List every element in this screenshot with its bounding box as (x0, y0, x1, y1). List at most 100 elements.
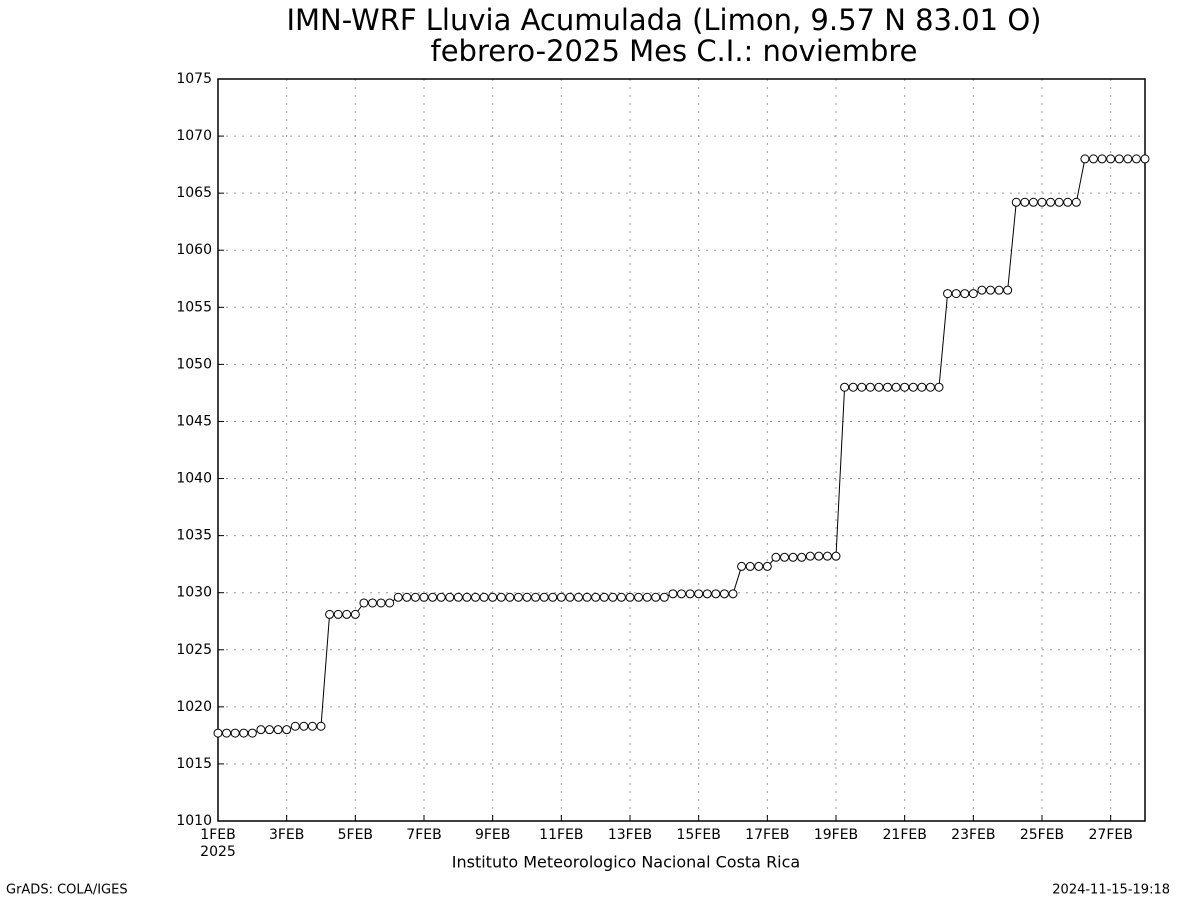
x-tick-label: 5FEB (338, 827, 373, 843)
data-point (230, 728, 240, 738)
data-point (728, 589, 738, 599)
data-point (591, 592, 601, 602)
data-point (574, 592, 583, 602)
data-point (908, 382, 918, 392)
y-tick-label: 1045 (176, 413, 212, 429)
data-point (1123, 154, 1133, 164)
data-point (522, 592, 532, 602)
data-point (788, 552, 798, 562)
data-point (1054, 197, 1064, 207)
data-point (513, 592, 523, 602)
data-point (1011, 197, 1021, 207)
data-point (805, 551, 815, 561)
data-point (797, 552, 807, 562)
data-point (342, 609, 352, 619)
data-point (865, 382, 875, 392)
data-point (1046, 197, 1056, 207)
data-point (239, 728, 249, 738)
x-tick-label: 7FEB (406, 827, 441, 843)
data-point (1003, 285, 1013, 295)
data-point (599, 592, 609, 602)
data-point (814, 551, 824, 561)
data-point (385, 598, 395, 608)
data-point (737, 561, 747, 571)
y-tick-label: 1065 (176, 185, 212, 201)
x-tick-label: 17FEB (745, 827, 789, 843)
series-line (218, 158, 1145, 734)
data-point (883, 382, 892, 392)
y-tick-label: 1010 (176, 813, 212, 829)
data-point (496, 592, 506, 602)
data-point (771, 552, 781, 562)
data-point (934, 382, 944, 392)
data-point (325, 609, 335, 619)
data-point (642, 592, 652, 602)
y-tick-label: 1060 (176, 242, 212, 258)
data-point (1071, 197, 1081, 207)
data-point (1106, 154, 1116, 164)
data-point (410, 592, 420, 602)
data-point (436, 592, 446, 602)
data-point (840, 382, 850, 392)
y-tick-label: 1035 (176, 528, 212, 544)
data-point (694, 589, 704, 599)
data-point (213, 728, 223, 738)
x-tick-label: 15FEB (677, 827, 721, 843)
data-point (419, 592, 429, 602)
data-point (453, 592, 463, 602)
data-point (256, 725, 266, 735)
y-tick-label: 1030 (176, 585, 212, 601)
data-point (1140, 154, 1150, 164)
footer: Instituto Meteorologico Nacional Costa R… (452, 853, 800, 872)
data-point (445, 592, 455, 602)
y-tick-label: 1075 (176, 71, 212, 87)
data-point (831, 551, 841, 561)
data-point (1089, 154, 1098, 164)
data-point (977, 285, 987, 295)
chart-title: IMN-WRF Lluvia Acumulada (Limon, 9.57 N … (286, 3, 1041, 37)
data-point (282, 725, 292, 735)
data-point (462, 592, 472, 602)
data-point (1097, 154, 1107, 164)
data-point (222, 728, 232, 738)
data-point (1114, 154, 1124, 164)
data-point (900, 382, 910, 392)
data-point (393, 592, 403, 602)
data-point (616, 592, 626, 602)
data-point (307, 721, 317, 731)
y-tick-label: 1020 (176, 699, 212, 715)
data-point (668, 589, 678, 599)
data-point (376, 598, 386, 608)
data-point (848, 382, 858, 392)
y-tick-label: 1015 (176, 756, 212, 772)
chart-subtitle: febrero-2025 Mes C.I.: noviembre (430, 34, 917, 68)
x-year-label: 2025 (200, 844, 236, 860)
timestamp: 2024-11-15-19:18 (1052, 883, 1170, 898)
data-point (333, 609, 343, 619)
data-point (943, 289, 953, 299)
data-point (368, 598, 377, 608)
y-tick-label: 1070 (176, 128, 212, 144)
data-point (754, 561, 764, 571)
x-tick-label: 13FEB (608, 827, 652, 843)
y-tick-label: 1040 (176, 471, 212, 487)
data-point (1028, 197, 1038, 207)
x-tick-label: 23FEB (951, 827, 995, 843)
data-point (994, 285, 1004, 295)
x-tick-label: 3FEB (269, 827, 304, 843)
data-point (711, 589, 721, 599)
data-point (556, 592, 566, 602)
x-tick-label: 25FEB (1020, 827, 1064, 843)
x-tick-label: 1FEB (200, 827, 235, 843)
data-point (290, 721, 300, 731)
data-point (1037, 197, 1047, 207)
data-point (986, 285, 995, 295)
data-point (822, 551, 832, 561)
data-point (762, 561, 772, 571)
data-point (359, 598, 369, 608)
data-point (780, 552, 789, 562)
data-point (685, 589, 695, 599)
data-point (891, 382, 901, 392)
y-tick-label: 1025 (176, 642, 212, 658)
